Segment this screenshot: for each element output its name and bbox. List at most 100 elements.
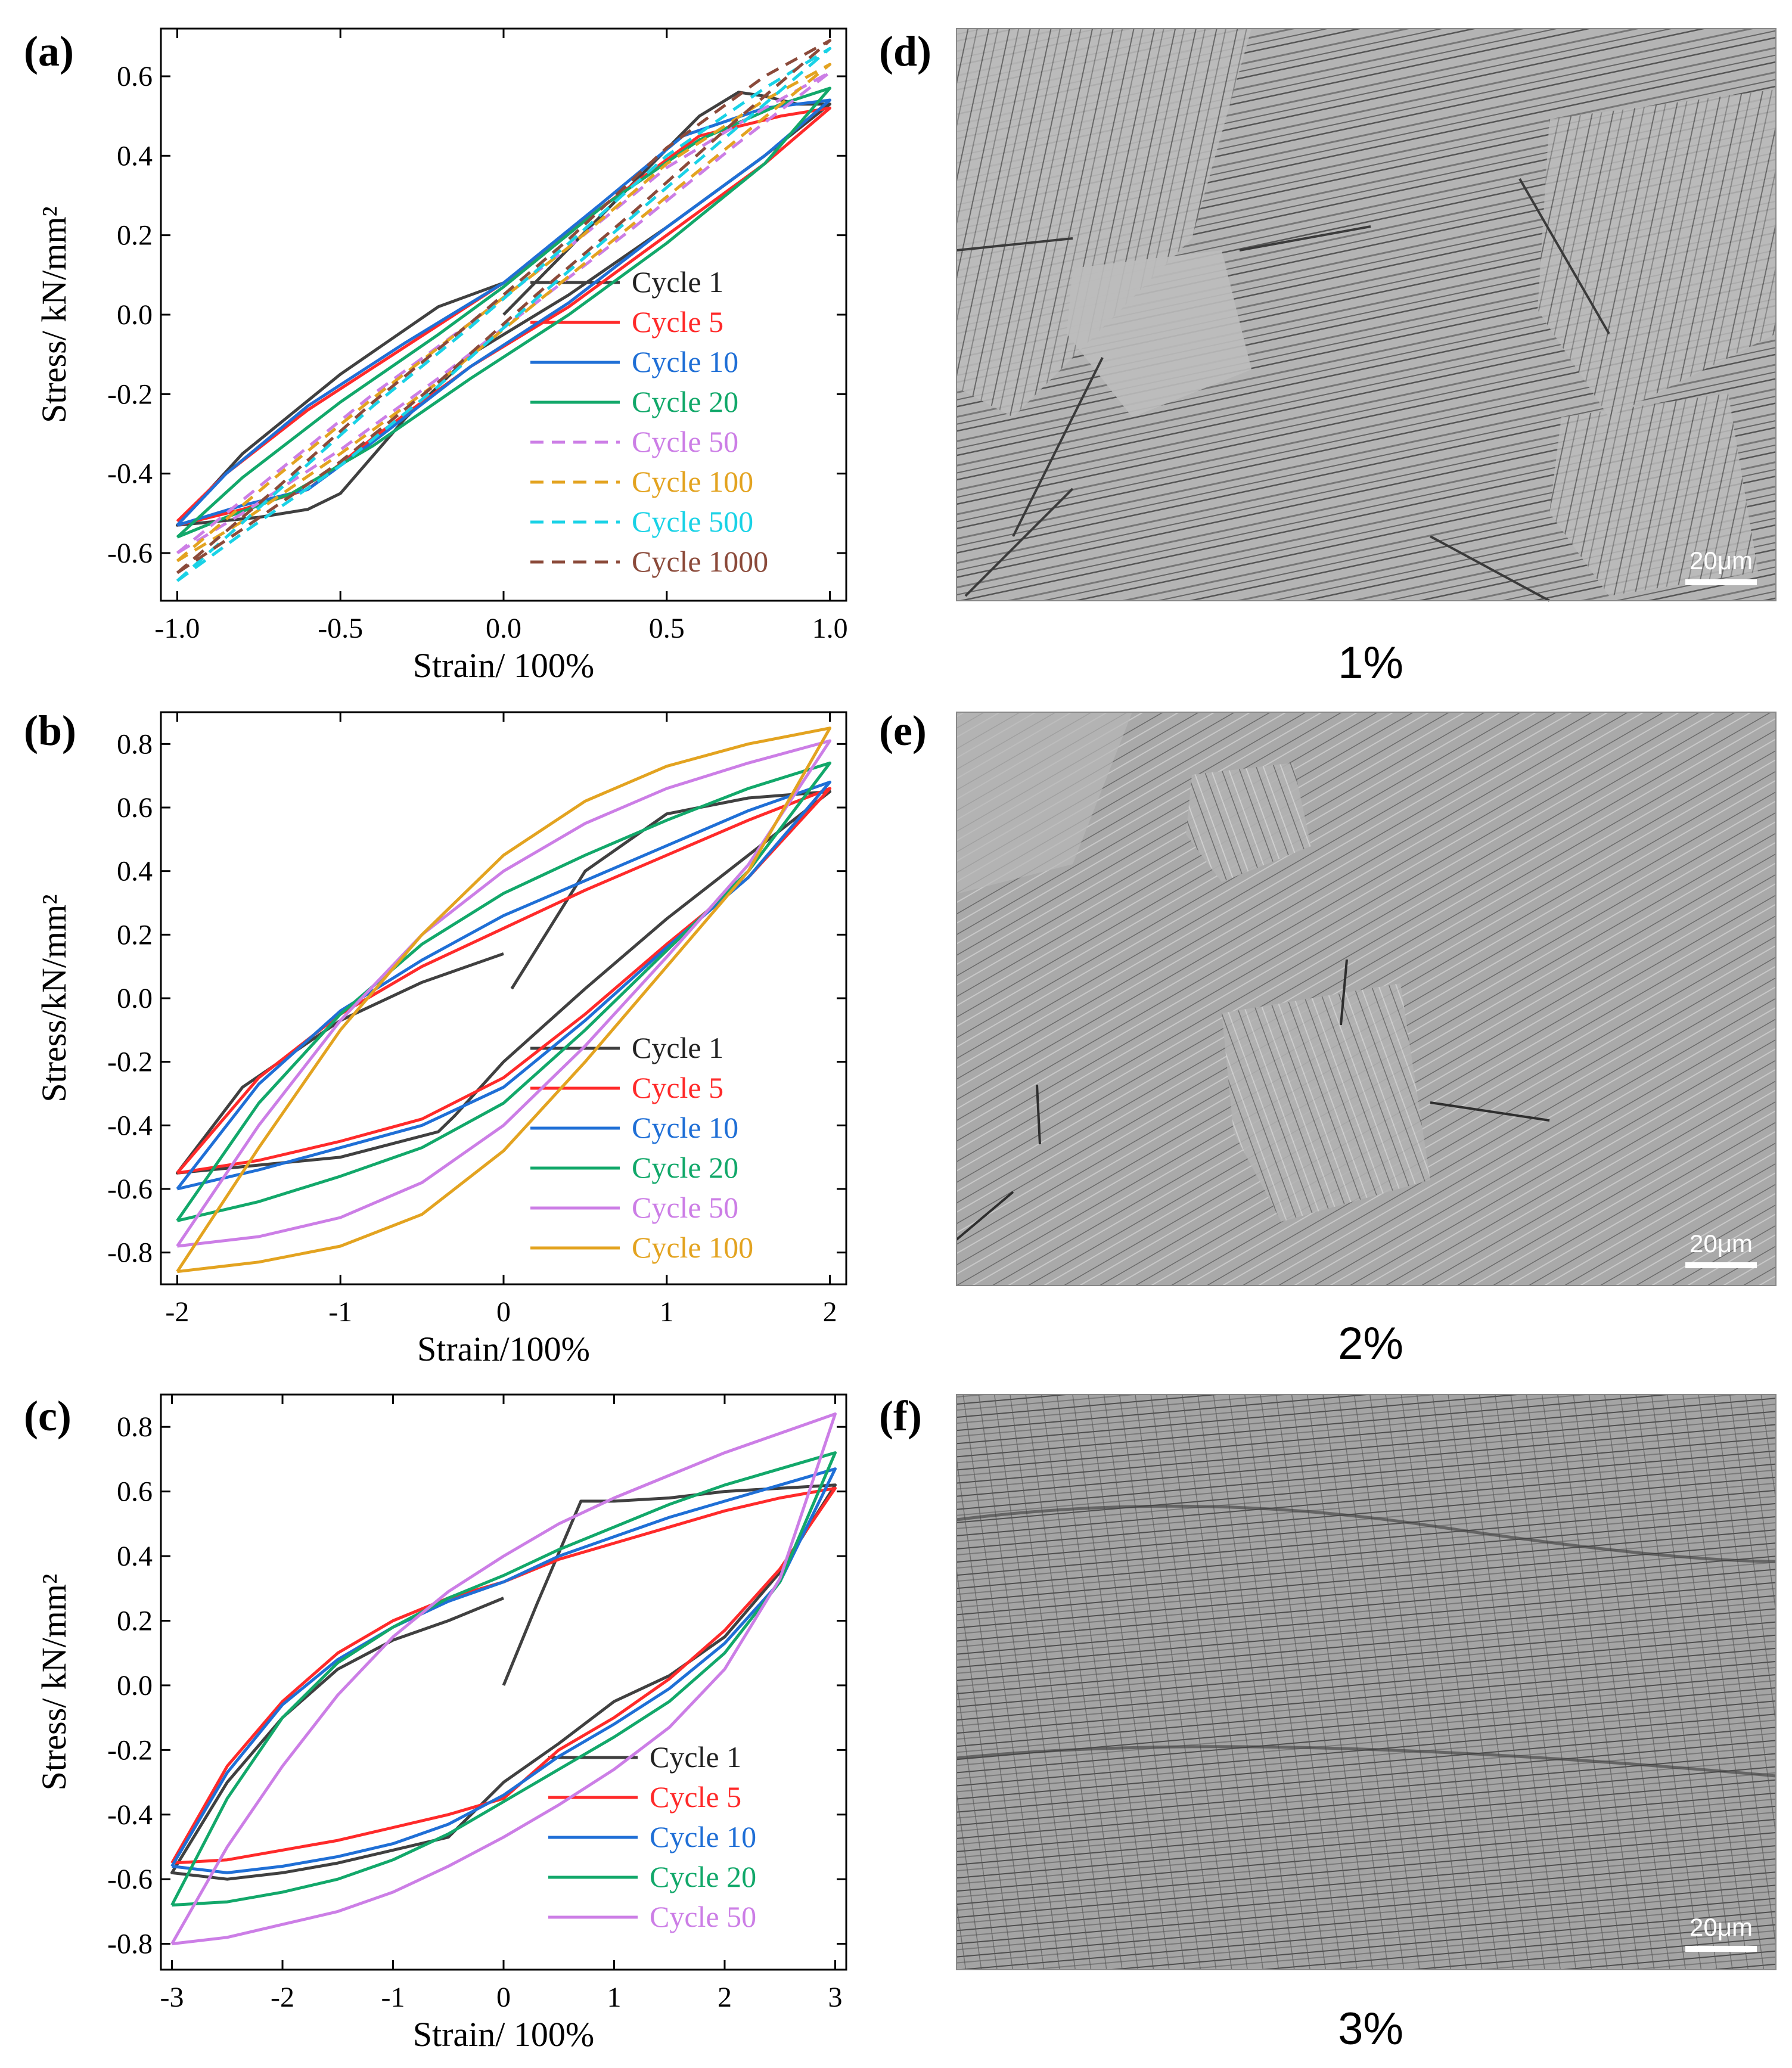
micrograph-e-boundaries [955,959,1550,1241]
caption-e: 2% [1338,1318,1403,1369]
legend-label: Cycle 20 [632,1151,738,1184]
micrograph-e-grain [956,712,1132,894]
micrograph-d-boundaries [956,178,1610,602]
y-axis-label: Stress/ kN/mm² [35,1574,73,1791]
y-tick-label: 0.2 [117,220,153,251]
x-tick-label: -0.5 [318,613,363,644]
y-tick-label: 0.0 [117,1670,153,1701]
y-tick-label: 0.4 [117,1541,153,1572]
legend-label: Cycle 10 [632,345,738,378]
x-tick-label: 0 [496,1982,511,2013]
chart-c: -3 -2 -1 0 1 2 3 -0.8 -0.6 -0.4 -0.2 0.0 0.2 0.4 0.6 0.… [35,1393,847,2054]
panel-label-d: (d) [879,27,931,75]
legend-label: Cycle 20 [632,385,738,418]
caption-d: 1% [1338,638,1403,688]
panel-label-a: (a) [24,27,74,75]
x-tick-label: -3 [160,1982,184,2013]
chart-a: -1.0 -0.5 0.0 0.5 1.0 -0.6 -0.4 -0.2 0.0 0.2 0.4 0.… [35,27,848,685]
x-tick-label: 1.0 [812,613,848,644]
x-tick-label: -2 [165,1296,189,1328]
y-tick-label: -0.6 [107,1173,153,1205]
scale-bar-d [1685,579,1757,585]
x-tick-label: 0.5 [649,613,685,644]
legend-label: Cycle 50 [632,425,738,458]
micrograph-f-crosshatch [956,1395,1776,1970]
legend-label: Cycle 10 [650,1820,756,1853]
scale-bar-e [1685,1262,1757,1268]
y-tick-label: 0.6 [117,1476,153,1508]
series-line-cycle-20 [176,86,832,539]
series-line-cycle-50 [170,1412,837,1946]
y-axis-label: Stress/ kN/mm² [35,206,73,423]
micrograph-d: 20μm [956,28,1777,602]
series-line-cycle-500 [176,46,832,582]
y-tick-label: -0.2 [107,1734,153,1766]
legend-label: Cycle 100 [632,465,753,498]
y-tick-label: -0.4 [107,1110,153,1141]
legend-label: Cycle 100 [632,1231,753,1264]
y-tick-label: 0.4 [117,140,153,172]
series-line-cycle-5 [170,1486,837,1865]
legend-label: Cycle 50 [650,1900,756,1933]
micrograph-e-grain [1186,763,1311,882]
y-tick-label: 0.8 [117,1411,153,1443]
y-tick-label: 0.6 [117,61,153,92]
caption-f: 3% [1338,2004,1403,2054]
micrograph-d-frame [956,28,1777,601]
micrograph-e-grain [1222,983,1430,1222]
x-tick-label: -1 [328,1296,352,1328]
legend-label: Cycle 10 [632,1111,738,1144]
x-tick-label: 0.0 [486,613,521,644]
series-line-cycle-1000 [176,39,832,575]
x-tick-label: 2 [823,1296,837,1328]
x-tick-label: 1 [607,1982,621,2013]
series-line-cycle-100 [176,726,832,1274]
scale-bar-label-d: 20μm [1689,547,1753,575]
x-tick-label: -1 [381,1982,405,2013]
chart-b: -2 -1 0 1 2 -0.8 -0.6 -0.4 -0.2 0.0 0.2 0.4 0.6 0.8 St… [35,711,847,1368]
legend-label: Cycle 20 [650,1860,756,1893]
legend-label: Cycle 1 [632,265,723,299]
x-tick-label: 1 [660,1296,674,1328]
legend-label: Cycle 50 [632,1191,738,1224]
x-tick-label: -2 [271,1982,294,2013]
y-tick-label: 0.0 [117,983,153,1014]
y-tick-label: -0.6 [107,1864,153,1895]
scale-bar-label-e: 20μm [1689,1229,1753,1257]
legend-label: Cycle 5 [632,1071,723,1104]
legend-label: Cycle 5 [650,1780,741,1814]
micrograph-f-boundaries [956,1504,1777,1778]
micrograph-e-frame [956,712,1777,1286]
micrograph-f-frame [956,1394,1777,1970]
y-tick-label: -0.2 [107,1047,153,1078]
x-axis-label: Strain/100% [417,1330,590,1368]
x-axis-label: Strain/ 100% [413,2015,594,2054]
y-tick-label: 0.8 [117,728,153,760]
micrograph-e: 20μm [955,712,1777,1286]
series-line-cycle-50 [176,739,832,1248]
micrograph-d-grain [956,29,1251,417]
y-tick-label: 0.4 [117,856,153,887]
y-tick-label: -0.8 [107,1929,153,1960]
y-tick-label: -0.2 [107,378,153,410]
x-axis-label: Strain/ 100% [413,646,594,685]
series-line-cycle-100 [176,63,832,563]
series-line-cycle-20 [170,1451,837,1907]
panel-label-e: (e) [879,707,927,754]
y-tick-label: -0.8 [107,1237,153,1269]
y-tick-label: -0.4 [107,458,153,490]
micrograph-d-grain [1538,89,1776,417]
legend-label: Cycle 1 [650,1740,741,1774]
panel-label-b: (b) [24,707,76,754]
panel-label-c: (c) [24,1392,72,1440]
micrograph-d-grain [1067,250,1251,417]
micrograph-d-grain [1549,393,1758,596]
legend-label: Cycle 1000 [632,545,768,578]
scale-bar-f [1685,1946,1757,1952]
x-tick-label: 0 [496,1296,511,1328]
x-tick-label: 3 [828,1982,842,2013]
series-line-cycle-10 [176,780,832,1191]
series-line-cycle-5 [176,787,832,1175]
y-tick-label: -0.4 [107,1799,153,1831]
